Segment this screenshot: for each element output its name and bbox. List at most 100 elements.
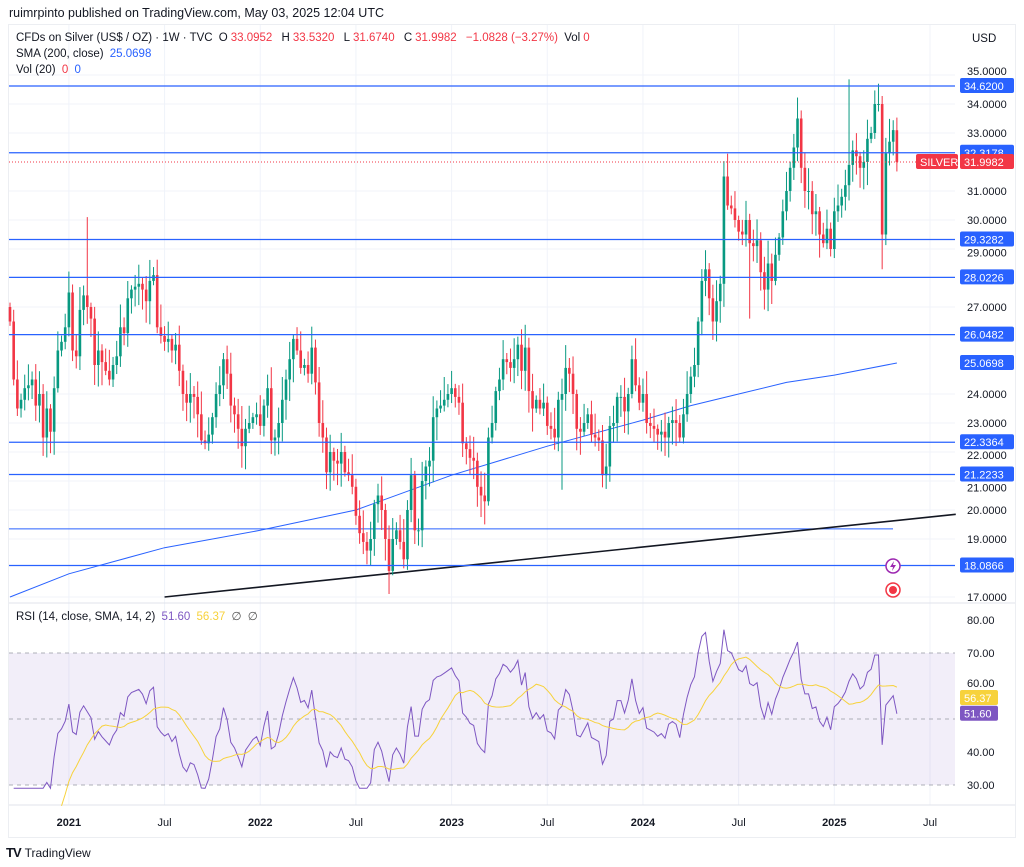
candle-body [718,283,722,302]
candle [619,385,623,417]
candle [222,353,225,400]
candle [803,152,807,208]
candle [233,397,236,433]
level-price-label-bg [960,269,1014,285]
candle [862,150,866,190]
candle [251,412,255,429]
candle [446,384,450,408]
candle [626,387,630,435]
candle-body [258,414,262,426]
candle-body [553,428,556,438]
candle [34,364,38,421]
candle [509,348,512,382]
time-tick-label: 2021 [57,817,81,829]
time-tick-label: Jul [349,817,363,829]
candle [207,417,211,451]
candle [387,525,391,594]
rsi-legend[interactable]: RSI (14, close, SMA, 14, 2) 51.60 56.37 … [16,609,261,623]
candle-body [166,338,170,342]
candle [130,285,133,314]
candle-body [509,362,512,368]
candle-body [568,367,571,374]
candle [593,413,597,447]
close-value: 31.9982 [415,32,457,44]
candle [833,197,836,259]
candle-body [211,417,214,435]
candle [85,217,89,324]
rsi-line [13,629,898,790]
candle-body [840,196,843,206]
candle [649,413,652,439]
candle [63,313,67,350]
candle [321,400,325,453]
candle [258,395,262,435]
candle [729,195,733,215]
candle [122,317,126,346]
candle-body [251,417,255,423]
candle-body [748,220,751,244]
candle [704,250,707,297]
candle-body [236,414,240,429]
candle-body [490,423,494,438]
candle-body [626,394,630,412]
candle-body [630,359,634,394]
currency-label[interactable]: USD [972,33,997,45]
candle-body [847,164,851,186]
level-price-label-bg [960,466,1014,482]
candle [788,161,792,202]
candle-body [538,399,542,409]
vol-legend[interactable]: Vol (20) 0 0 [16,64,84,76]
candle [696,317,700,378]
candle [229,352,233,423]
candle-body [247,423,251,429]
candle [476,452,479,507]
candle-body [350,475,354,487]
candle [288,341,291,402]
low-value: 31.6740 [353,32,395,44]
candle-body [343,452,347,473]
symbol-title[interactable]: CFDs on Silver (US$ / OZ) · 1W · TVC [16,32,213,44]
candle [604,443,608,489]
price-tick-label: 29.0000 [967,247,1007,259]
candle-body [634,359,637,386]
candle-body [281,399,284,423]
candle [192,385,196,419]
candle-body [590,414,593,435]
candle-body [119,327,122,357]
candle-body [442,399,446,406]
candle-body [888,141,891,154]
sma-200-line [9,362,897,598]
candle [67,271,71,337]
candle [409,457,413,523]
vol20-label: Vol (20) [16,64,56,76]
candle-body [803,167,807,191]
candle-body [328,452,332,473]
candle-body [531,391,534,409]
candle-body [446,394,450,400]
candle [663,412,667,456]
candle [398,514,402,550]
low-label: L [343,32,351,44]
tradingview-brand[interactable]: TV TradingView [6,845,91,860]
candle [281,376,284,442]
candle-body [582,423,586,432]
candle-body [641,394,645,403]
level-price-label: 26.0482 [964,330,1004,342]
candle [512,338,516,384]
sma-legend[interactable]: SMA (200, close) 25.0698 [16,48,154,60]
candle [545,396,549,435]
candle [873,90,877,139]
candle [891,120,895,156]
candle [23,374,27,411]
candle [608,416,612,482]
level-price-label: 34.6200 [964,81,1004,93]
level-price-label-bg [960,557,1014,573]
rsi-label: RSI (14, close, SMA, 14, 2) [16,611,156,623]
candle-body [619,396,623,398]
candle [741,219,744,246]
candle [641,378,645,412]
candle [247,405,251,434]
rsi-tick-label: 40.00 [967,747,995,759]
candle [104,348,107,376]
